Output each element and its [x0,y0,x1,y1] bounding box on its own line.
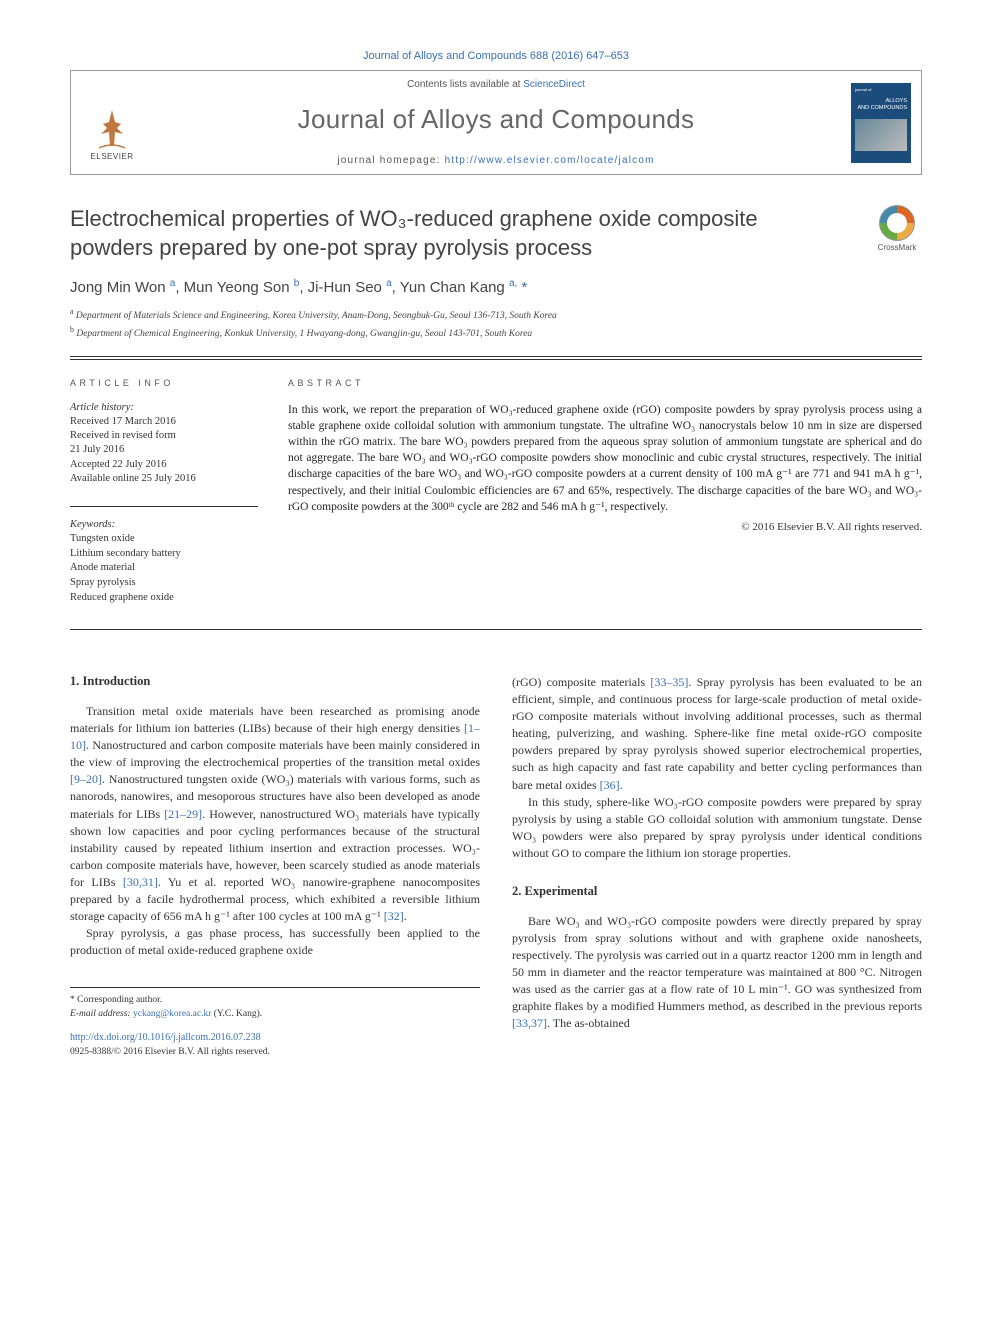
citation-link[interactable]: [30,31] [123,875,158,889]
email-label: E-mail address: [70,1009,131,1019]
section-1-heading: 1. Introduction [70,674,480,689]
affiliations: a Department of Materials Science and En… [70,306,922,357]
keyword-item: Reduced graphene oxide [70,591,258,606]
corr-email-suffix: (Y.C. Kang). [214,1009,262,1019]
citation-link[interactable]: [33,37] [512,1016,547,1030]
history-item: 21 July 2016 [70,443,258,457]
section-2-heading: 2. Experimental [512,884,922,899]
abstract-head: ABSTRACT [288,378,922,388]
citation-link[interactable]: [9–20] [70,772,102,786]
crossmark-label: CrossMark [872,243,922,252]
journal-cover-thumb: journal of ALLOYS AND COMPOUNDS [851,83,911,163]
history-item: Received in revised form [70,429,258,443]
elsevier-text: ELSEVIER [90,152,133,161]
section-2-body: Bare WO₃ and WO₃-rGO composite powders w… [512,913,922,1032]
section-1-body: Transition metal oxide materials have be… [70,703,480,958]
article-title: Electrochemical properties of WO₃-reduce… [70,205,872,262]
journal-reference: Journal of Alloys and Compounds 688 (201… [70,50,922,62]
sciencedirect-link[interactable]: ScienceDirect [523,79,585,90]
corr-email-link[interactable]: yckang@korea.ac.kr [133,1009,211,1019]
contents-available-line: Contents lists available at ScienceDirec… [71,79,921,90]
cover-label-1: ALLOYS [855,98,907,105]
article-info-head: ARTICLE INFO [70,378,258,388]
cover-label-2: AND COMPOUNDS [855,105,907,112]
section-1-body-cont: (rGO) composite materials [33–35]. Spray… [512,674,922,861]
keyword-item: Anode material [70,561,258,576]
authors-line: Jong Min Won a, Mun Yeong Son b, Ji-Hun … [70,278,922,296]
history-item: Accepted 22 July 2016 [70,458,258,472]
keyword-item: Tungsten oxide [70,532,258,547]
journal-header: ELSEVIER journal of ALLOYS AND COMPOUNDS… [70,70,922,175]
homepage-line: journal homepage: http://www.elsevier.co… [71,155,921,166]
keywords-list: Tungsten oxideLithium secondary batteryA… [70,532,258,605]
abstract-copyright: © 2016 Elsevier B.V. All rights reserved… [288,521,922,533]
citation-link[interactable]: [36] [600,778,620,792]
citation-link[interactable]: [21–29] [164,807,202,821]
history-item: Available online 25 July 2016 [70,472,258,486]
corr-author-label: * Corresponding author. [70,994,480,1008]
homepage-prefix: journal homepage: [337,155,444,166]
issn-copyright: 0925-8388/© 2016 Elsevier B.V. All right… [70,1046,480,1060]
history-list: Received 17 March 2016Received in revise… [70,415,258,486]
history-label: Article history: [70,402,258,413]
keyword-item: Lithium secondary battery [70,547,258,562]
citation-link[interactable]: [32] [384,909,404,923]
history-item: Received 17 March 2016 [70,415,258,429]
crossmark-icon [879,205,915,241]
cover-image-icon [855,119,907,151]
contents-prefix: Contents lists available at [407,79,523,90]
elsevier-tree-icon [89,104,135,152]
journal-name: Journal of Alloys and Compounds [71,104,921,135]
doi-link[interactable]: http://dx.doi.org/10.1016/j.jallcom.2016… [70,1032,261,1043]
cover-label-top: journal of [855,87,907,92]
keywords-label: Keywords: [70,519,258,530]
homepage-link[interactable]: http://www.elsevier.com/locate/jalcom [445,155,655,166]
abstract-text: In this work, we report the preparation … [288,402,922,515]
keyword-item: Spray pyrolysis [70,576,258,591]
elsevier-logo: ELSEVIER [81,89,143,161]
citation-link[interactable]: [1–10] [70,721,480,752]
corresponding-author-footer: * Corresponding author. E-mail address: … [70,987,480,1060]
crossmark-badge[interactable]: CrossMark [872,205,922,252]
citation-link[interactable]: [33–35] [650,675,688,689]
